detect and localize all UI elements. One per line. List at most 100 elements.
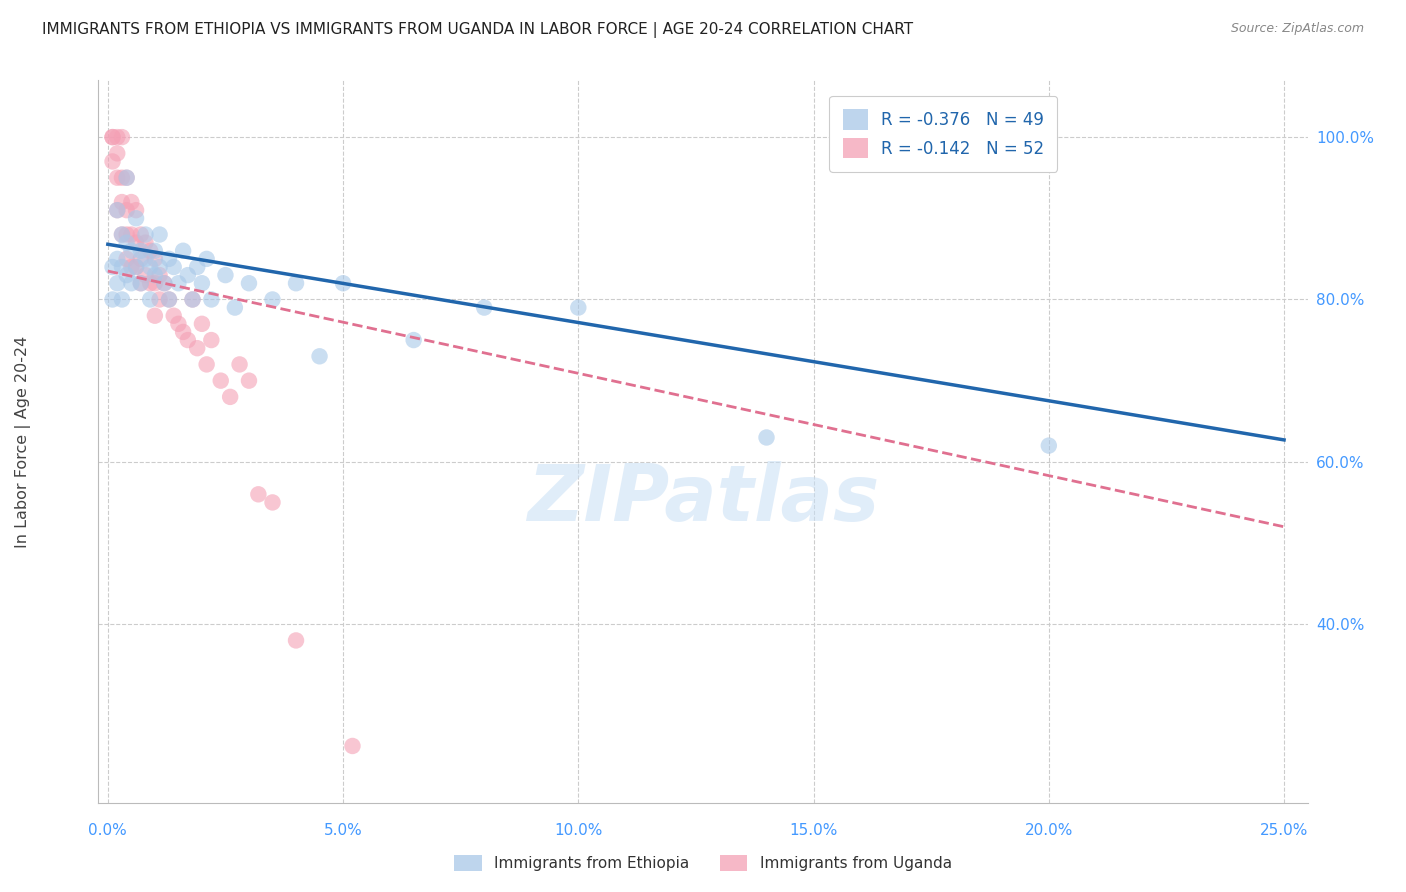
Point — [115, 203, 138, 218]
Point — [120, 227, 142, 242]
Point — [105, 170, 128, 185]
Text: 20.0%: 20.0% — [1025, 823, 1073, 838]
Point — [129, 252, 152, 266]
Text: ZIPatlas: ZIPatlas — [527, 461, 879, 537]
Point — [186, 260, 208, 274]
Point — [177, 268, 200, 282]
Point — [285, 277, 308, 291]
Point — [115, 268, 138, 282]
Point — [115, 170, 138, 185]
Point — [238, 277, 260, 291]
Point — [149, 227, 172, 242]
Point — [228, 358, 250, 372]
Point — [755, 430, 778, 444]
Point — [191, 277, 214, 291]
Point — [101, 154, 124, 169]
Point — [134, 235, 156, 250]
Point — [105, 277, 128, 291]
Point — [129, 244, 152, 258]
Point — [262, 495, 284, 509]
Point — [200, 333, 222, 347]
Point — [111, 293, 134, 307]
Point — [115, 252, 138, 266]
Point — [115, 235, 138, 250]
Point — [111, 227, 134, 242]
Point — [167, 317, 190, 331]
Point — [200, 293, 222, 307]
Text: 10.0%: 10.0% — [554, 823, 603, 838]
Point — [125, 260, 148, 274]
Text: IMMIGRANTS FROM ETHIOPIA VS IMMIGRANTS FROM UGANDA IN LABOR FORCE | AGE 20-24 CO: IMMIGRANTS FROM ETHIOPIA VS IMMIGRANTS F… — [42, 22, 914, 38]
Point — [149, 260, 172, 274]
Point — [224, 301, 246, 315]
Point — [111, 195, 134, 210]
Point — [181, 293, 204, 307]
Point — [342, 739, 364, 753]
Point — [195, 358, 218, 372]
Legend: R = -0.376   N = 49, R = -0.142   N = 52: R = -0.376 N = 49, R = -0.142 N = 52 — [830, 95, 1057, 171]
Point — [157, 293, 180, 307]
Point — [120, 277, 142, 291]
Point — [134, 268, 156, 282]
Point — [247, 487, 270, 501]
Point — [1038, 439, 1060, 453]
Point — [143, 309, 166, 323]
Point — [153, 277, 176, 291]
Point — [139, 277, 162, 291]
Point — [101, 260, 124, 274]
Point — [472, 301, 495, 315]
Point — [111, 130, 134, 145]
Point — [172, 325, 194, 339]
Text: Source: ZipAtlas.com: Source: ZipAtlas.com — [1230, 22, 1364, 36]
Point — [139, 244, 162, 258]
Point — [181, 293, 204, 307]
Text: In Labor Force | Age 20-24: In Labor Force | Age 20-24 — [15, 335, 31, 548]
Point — [308, 349, 330, 363]
Point — [115, 227, 138, 242]
Point — [402, 333, 425, 347]
Point — [101, 293, 124, 307]
Point — [105, 146, 128, 161]
Point — [149, 268, 172, 282]
Point — [214, 268, 236, 282]
Point — [139, 260, 162, 274]
Point — [120, 195, 142, 210]
Point — [143, 252, 166, 266]
Point — [172, 244, 194, 258]
Point — [129, 227, 152, 242]
Point — [177, 333, 200, 347]
Point — [195, 252, 218, 266]
Point — [111, 170, 134, 185]
Point — [567, 301, 589, 315]
Point — [163, 309, 186, 323]
Point — [101, 130, 124, 145]
Point — [285, 633, 308, 648]
Point — [157, 252, 180, 266]
Point — [105, 130, 128, 145]
Point — [209, 374, 232, 388]
Point — [105, 252, 128, 266]
Text: 5.0%: 5.0% — [323, 823, 363, 838]
Point — [129, 277, 152, 291]
Point — [143, 268, 166, 282]
Point — [129, 277, 152, 291]
Text: 0.0%: 0.0% — [89, 823, 127, 838]
Point — [157, 293, 180, 307]
Point — [163, 260, 186, 274]
Point — [120, 244, 142, 258]
Point — [153, 277, 176, 291]
Point — [111, 260, 134, 274]
Point — [105, 203, 128, 218]
Point — [191, 317, 214, 331]
Text: 25.0%: 25.0% — [1260, 823, 1308, 838]
Point — [238, 374, 260, 388]
Point — [332, 277, 354, 291]
Point — [149, 293, 172, 307]
Point — [125, 203, 148, 218]
Text: 15.0%: 15.0% — [789, 823, 838, 838]
Point — [101, 130, 124, 145]
Point — [262, 293, 284, 307]
Point — [125, 211, 148, 226]
Point — [167, 277, 190, 291]
Point — [111, 227, 134, 242]
